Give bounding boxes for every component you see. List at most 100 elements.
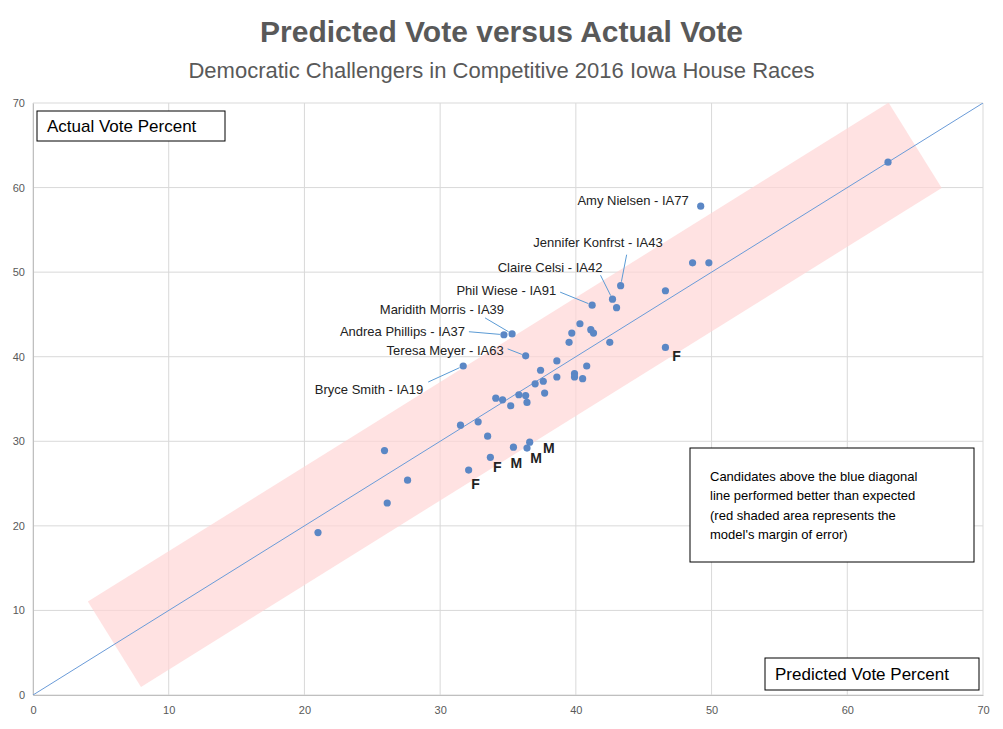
x-tick: 50 [706,695,718,716]
y-tick-label: 40 [13,351,25,363]
grid-line-x [983,103,984,695]
point [541,389,548,396]
grid-line-x [304,103,305,695]
point [500,331,507,338]
leader-line [621,255,626,282]
point [508,330,515,337]
grid-line-x [711,103,712,695]
point-label: Amy Nielsen - IA77 [577,193,688,208]
note-line: line performed better than expected [710,488,915,503]
x-tick: 40 [570,695,582,716]
title: Predicted Vote versus Actual Vote [260,15,743,48]
point-label: Bryce Smith - IA19 [315,382,423,397]
plot-area [33,103,983,695]
x-tick: 70 [977,695,989,716]
point [697,203,704,210]
point [314,529,321,536]
point [523,399,530,406]
point [492,395,499,402]
point [609,296,616,303]
point [662,344,669,351]
y-tick: 40 [13,351,33,363]
point-label: Jennifer Konfrst - IA43 [533,235,662,250]
y-tick-label: 20 [13,520,25,532]
annotations: Amy Nielsen - IA77 Jennifer Konfrst - IA4… [315,193,689,492]
y-axis: 010203040506070 [13,97,34,701]
grid-line-y [33,695,983,696]
point [457,422,464,429]
diagonal-line [33,103,983,695]
y-tick: 0 [19,689,33,701]
x-axis-title-text: Predicted Vote Percent [775,665,949,684]
point [606,339,613,346]
point [571,373,578,380]
x-tick-label: 20 [299,704,311,716]
point [465,466,472,473]
x-tick: 10 [163,695,175,716]
point [460,362,467,369]
point-label: F [471,476,480,492]
leader-line [485,318,509,332]
point [507,402,514,409]
x-axis-line [34,695,984,696]
x-tick-label: 30 [435,704,447,716]
point [532,380,539,387]
point [404,477,411,484]
point [617,282,624,289]
x-tick-label: 0 [30,704,36,716]
leader-line [508,349,522,355]
point [553,373,560,380]
subtitle: Democratic Challengers in Competitive 20… [188,58,814,83]
point-label: M [530,450,542,466]
chart: Predicted Vote versus Actual Vote Democra… [0,0,1003,729]
y-tick: 20 [13,520,33,532]
x-tick-label: 10 [163,704,175,716]
point-label: F [672,348,681,364]
point [662,287,669,294]
x-axis-title: Predicted Vote Percent [765,658,979,690]
point [384,499,391,506]
point [522,352,529,359]
x-tick-label: 70 [977,704,989,716]
x-tick-label: 40 [570,704,582,716]
point [381,447,388,454]
point [515,391,522,398]
note-box [690,448,974,562]
y-tick: 10 [13,604,33,616]
note: Candidates above the blue diagonalline p… [690,448,974,562]
point [579,375,586,382]
x-tick: 20 [299,695,311,716]
y-tick-label: 50 [13,266,25,278]
grid [33,103,983,695]
x-axis: 010203040506070 [30,695,989,716]
y-tick-label: 0 [19,689,25,701]
point [689,259,696,266]
point [568,329,575,336]
point-label: Andrea Phillips - IA37 [340,324,465,339]
leader-line [428,368,459,382]
y-axis-title-box [37,111,225,141]
point [499,396,506,403]
y-tick: 60 [13,182,33,194]
point [576,320,583,327]
leader-line [601,275,611,295]
y-tick-label: 70 [13,97,25,109]
y-tick-label: 10 [13,604,25,616]
grid-line-y [33,103,983,104]
point [553,357,560,364]
x-tick-label: 50 [706,704,718,716]
point [590,329,597,336]
point-label: M [511,455,523,471]
x-tick: 0 [30,695,36,716]
point [565,339,572,346]
point [884,159,891,166]
point-label: Phil Wiese - IA91 [456,283,556,298]
note-line: model's margin of error) [710,527,848,542]
y-axis-line [33,104,34,696]
point [540,378,547,385]
y-axis-title: Actual Vote Percent [37,111,225,141]
point [583,362,590,369]
point-label: Claire Celsi - IA42 [498,260,603,275]
y-tick-label: 60 [13,182,25,194]
point [510,444,517,451]
